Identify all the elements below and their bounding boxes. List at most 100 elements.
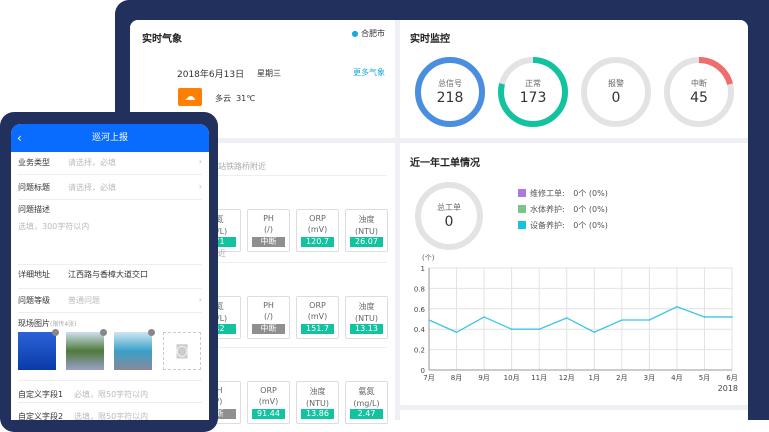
form-field[interactable]: 问题等级 普通问题 › — [18, 295, 202, 306]
y-tick-label: 0.6 — [414, 306, 426, 314]
remove-photo-icon[interactable] — [52, 329, 59, 336]
sensor-name: 氨氮 — [358, 387, 375, 396]
field-placeholder: 必填，限50字符以内 — [74, 390, 149, 399]
data-point — [703, 316, 706, 318]
form-field[interactable]: 自定义字段2 选填，限50字符以内 — [18, 411, 202, 420]
chevron-right-icon: › — [198, 182, 202, 191]
gauge-label: 总信号 — [438, 79, 462, 88]
x-tick-label: 11月 — [531, 374, 547, 382]
field-placeholder: 请选择，必填 — [68, 158, 116, 167]
data-point — [593, 331, 596, 334]
x-tick-label: 9月 — [478, 374, 489, 382]
total-value: 0 — [444, 214, 454, 230]
chevron-right-icon: › — [198, 295, 202, 304]
field-placeholder: 选填，限50字符以内 — [74, 412, 149, 420]
gauge-value: 173 — [519, 90, 547, 106]
sensor-value: 断 — [203, 409, 236, 419]
data-point — [565, 317, 568, 319]
sensor-value: 71 — [203, 237, 236, 247]
legend-label: 设备养护: — [530, 221, 565, 230]
more-weather-link[interactable]: 更多气象 — [353, 68, 385, 77]
gauge-track — [581, 57, 651, 127]
y-tick-label: 0.2 — [414, 347, 425, 355]
legend-label: 水体养护: — [530, 205, 565, 214]
sensor-unit: (NTU) — [355, 314, 378, 323]
sensor-name: 氮 — [215, 215, 224, 224]
location-pin-icon: ● — [351, 29, 359, 38]
total-label: 总工单 — [437, 203, 461, 212]
field-placeholder: 请选择，必填 — [68, 183, 116, 192]
sensor-unit: (/) — [264, 312, 273, 321]
weather-weekday: 星期三 — [257, 69, 281, 78]
sensor-card[interactable]: PH (/) 中断 — [247, 296, 290, 339]
x-tick-label: 12月 — [559, 374, 575, 382]
sensor-value: 中断 — [252, 324, 285, 334]
sensor-name: 浊度 — [358, 302, 375, 311]
gauge-label: 中断 — [691, 79, 707, 88]
data-point — [731, 316, 733, 318]
gauge-2: 报警 0 — [580, 56, 652, 128]
form-field[interactable]: 现场图片(限传4张) — [18, 318, 202, 329]
x-tick-label: 1月 — [589, 374, 600, 382]
gauge-value: 45 — [690, 90, 708, 106]
gauge-3: 中断 45 — [663, 56, 735, 128]
sensor-card[interactable]: ORP (mV) 120.7 — [296, 209, 339, 252]
sensor-name: 浊度 — [358, 215, 375, 224]
sensor-unit: (NTU) — [306, 399, 329, 408]
gauge-value: 218 — [436, 90, 464, 106]
weather-condition: 多云 — [215, 94, 231, 103]
sensor-card[interactable]: PH (/) 中断 — [247, 209, 290, 252]
sensor-card[interactable]: 浊度 (NTU) 13.13 — [345, 296, 388, 339]
sensor-unit: /) — [216, 397, 223, 406]
add-photo-camera-icon[interactable]: ◙ — [163, 332, 201, 370]
remove-photo-icon[interactable] — [100, 329, 107, 336]
x-tick-label: 10月 — [504, 374, 520, 382]
x-tick-label: 3月 — [644, 374, 655, 382]
field-placeholder: 普通问题 — [68, 296, 100, 305]
sensor-card[interactable]: 氨氮 (mg/L) 2.47 — [345, 381, 388, 424]
x-tick-label: 5月 — [699, 374, 710, 382]
form-field[interactable]: 问题描述 选填，300字符以内 — [18, 204, 202, 232]
legend-value: 0个 (0%) — [573, 205, 608, 214]
monitor-title: 实时监控 — [410, 34, 450, 45]
sensor-value: 2.47 — [350, 409, 383, 419]
mobile-report-form: ‹ 巡河上报 业务类型 请选择，必填 › 问题标题 请选择，必填 › 问题描述 选填，300字… — [11, 124, 209, 420]
gauge-label: 正常 — [525, 79, 541, 88]
sensor-value: 13.86 — [301, 409, 334, 419]
legend-label: 维修工单: — [530, 189, 565, 198]
data-point — [455, 331, 458, 334]
workorder-card: 近一年工单情况 总工单 0 维修工单: 0个 (0%) 水体养护: 0个 (0%)… — [400, 143, 748, 405]
legend-item: 设备养护: 0个 (0%) — [518, 220, 608, 231]
y-tick-label: 0.8 — [414, 285, 425, 293]
site-photo[interactable] — [66, 329, 107, 370]
divider — [18, 312, 202, 313]
sensor-card[interactable]: ORP (mV) 91.44 — [247, 381, 290, 424]
sensor-card[interactable]: ORP (mV) 151.7 — [296, 296, 339, 339]
form-field[interactable]: 详细地址 江西路与香樟大道交口 — [18, 269, 202, 280]
form-field[interactable]: 自定义字段1 必填，限50字符以内 — [18, 389, 202, 400]
site-photo[interactable] — [114, 329, 155, 370]
gauge-arc — [498, 57, 568, 127]
sensor-value: 13.13 — [350, 324, 383, 334]
legend-swatch — [518, 221, 526, 229]
site-photo[interactable] — [18, 329, 59, 370]
remove-photo-icon[interactable] — [148, 329, 155, 336]
back-arrow-icon[interactable]: ‹ — [17, 131, 22, 145]
sensor-name: ORP — [309, 214, 326, 223]
sensor-value: 120.7 — [301, 237, 334, 247]
legend-value: 0个 (0%) — [573, 221, 608, 230]
field-placeholder: 选填，300字符以内 — [18, 222, 90, 231]
gauge-arc — [664, 57, 734, 127]
form-field[interactable]: 问题标题 请选择，必填 › — [18, 182, 202, 193]
sensor-unit: g/L) — [211, 314, 228, 323]
partly-cloudy-icon: ☁ — [178, 88, 202, 106]
sensor-card[interactable]: 浊度 (NTU) 13.86 — [296, 381, 339, 424]
form-field[interactable]: 业务类型 请选择，必填 › — [18, 157, 202, 168]
y-tick-label: 1 — [421, 265, 425, 273]
field-label: 现场图片 — [18, 319, 50, 328]
city-selector[interactable]: ● 合肥市 — [351, 28, 385, 39]
mobile-title: 巡河上报 — [91, 133, 128, 143]
data-point — [428, 319, 430, 321]
sensor-name: PH — [263, 214, 274, 223]
sensor-card[interactable]: 浊度 (NTU) 26.07 — [345, 209, 388, 252]
